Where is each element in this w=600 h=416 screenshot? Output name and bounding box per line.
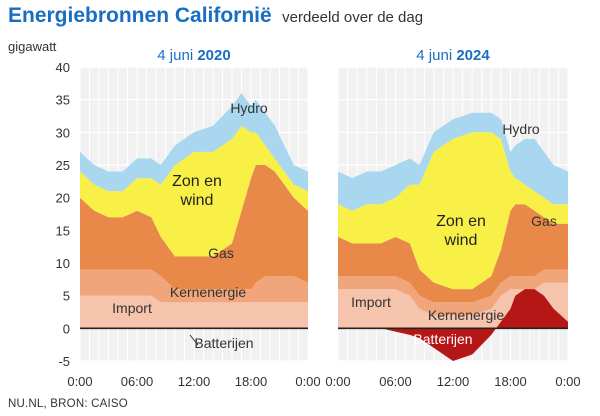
y-tick-label: 15 — [56, 223, 70, 238]
battery-label-leader — [189, 334, 199, 346]
x-tick-label: 0:00 — [325, 374, 350, 389]
series-label-kernenergie: Kernenergie — [170, 284, 246, 300]
y-tick-label: 10 — [56, 256, 70, 271]
area-gas — [80, 165, 308, 290]
chart-title: Energiebronnen Californië — [8, 4, 272, 27]
source-credit: NU.NL, BRON: CAISO — [8, 398, 128, 410]
panel-title: 4 juni 2020 — [157, 47, 230, 64]
x-tick-label: 06:00 — [379, 374, 412, 389]
x-tick-label: 12:00 — [178, 374, 211, 389]
chart-subtitle: verdeeld over de dag — [282, 9, 424, 26]
y-tick-label: 30 — [56, 125, 70, 140]
chart-panel-2024: 4 juni 2024 0:00 06:00 12:00 18:00 0:00 Import… — [325, 47, 580, 389]
series-label-zon-en-wind: Zon en wind — [436, 213, 486, 249]
y-tick-label: 0 — [63, 321, 70, 336]
y-tick-label: 5 — [63, 289, 70, 304]
series-label-kernenergie: Kernenergie — [428, 307, 504, 323]
x-tick-label: 18:00 — [235, 374, 268, 389]
x-tick-label: 0:00 — [67, 374, 92, 389]
area-hydro — [80, 93, 308, 192]
series-label-hydro: Hydro — [502, 121, 540, 137]
area-kernenergie — [338, 269, 568, 316]
y-tick-label: 20 — [56, 191, 70, 206]
series-label-batterijen: Batterijen — [194, 335, 253, 351]
area-kernenergie — [80, 269, 308, 303]
chart-header: Energiebronnen Californië verdeeld over … — [8, 4, 423, 28]
series-label-batterijen: Batterijen — [413, 331, 472, 347]
x-tick-label: 0:00 — [295, 374, 320, 389]
y-axis-label: gigawatt — [8, 39, 57, 54]
area-hydro — [338, 112, 568, 211]
chart-panel-2020: 4 juni 2020 0:00 06:00 12:00 18:00 0:00 40 35 30… — [8, 39, 321, 389]
area-zon-en-wind — [80, 125, 308, 257]
x-tick-label: 0:00 — [555, 374, 580, 389]
series-label-import: Import — [351, 294, 391, 310]
x-tick-label: 12:00 — [437, 374, 470, 389]
y-tick-label: -5 — [58, 354, 70, 369]
area-gas — [338, 204, 568, 303]
y-tick-label: 35 — [56, 93, 70, 108]
series-label-hydro: Hydro — [230, 100, 268, 116]
series-label-gas: Gas — [531, 213, 557, 229]
area-import — [80, 295, 308, 329]
area-batterijen — [338, 289, 568, 361]
x-tick-label: 18:00 — [494, 374, 527, 389]
panel-title: 4 juni 2024 — [416, 47, 490, 64]
series-label-zon-en-wind: Zon en wind — [172, 173, 222, 209]
series-label-import: Import — [112, 300, 152, 316]
series-label-gas: Gas — [208, 245, 234, 261]
y-tick-label: 25 — [56, 158, 70, 173]
x-tick-label: 06:00 — [121, 374, 154, 389]
y-tick-label: 40 — [56, 60, 70, 75]
